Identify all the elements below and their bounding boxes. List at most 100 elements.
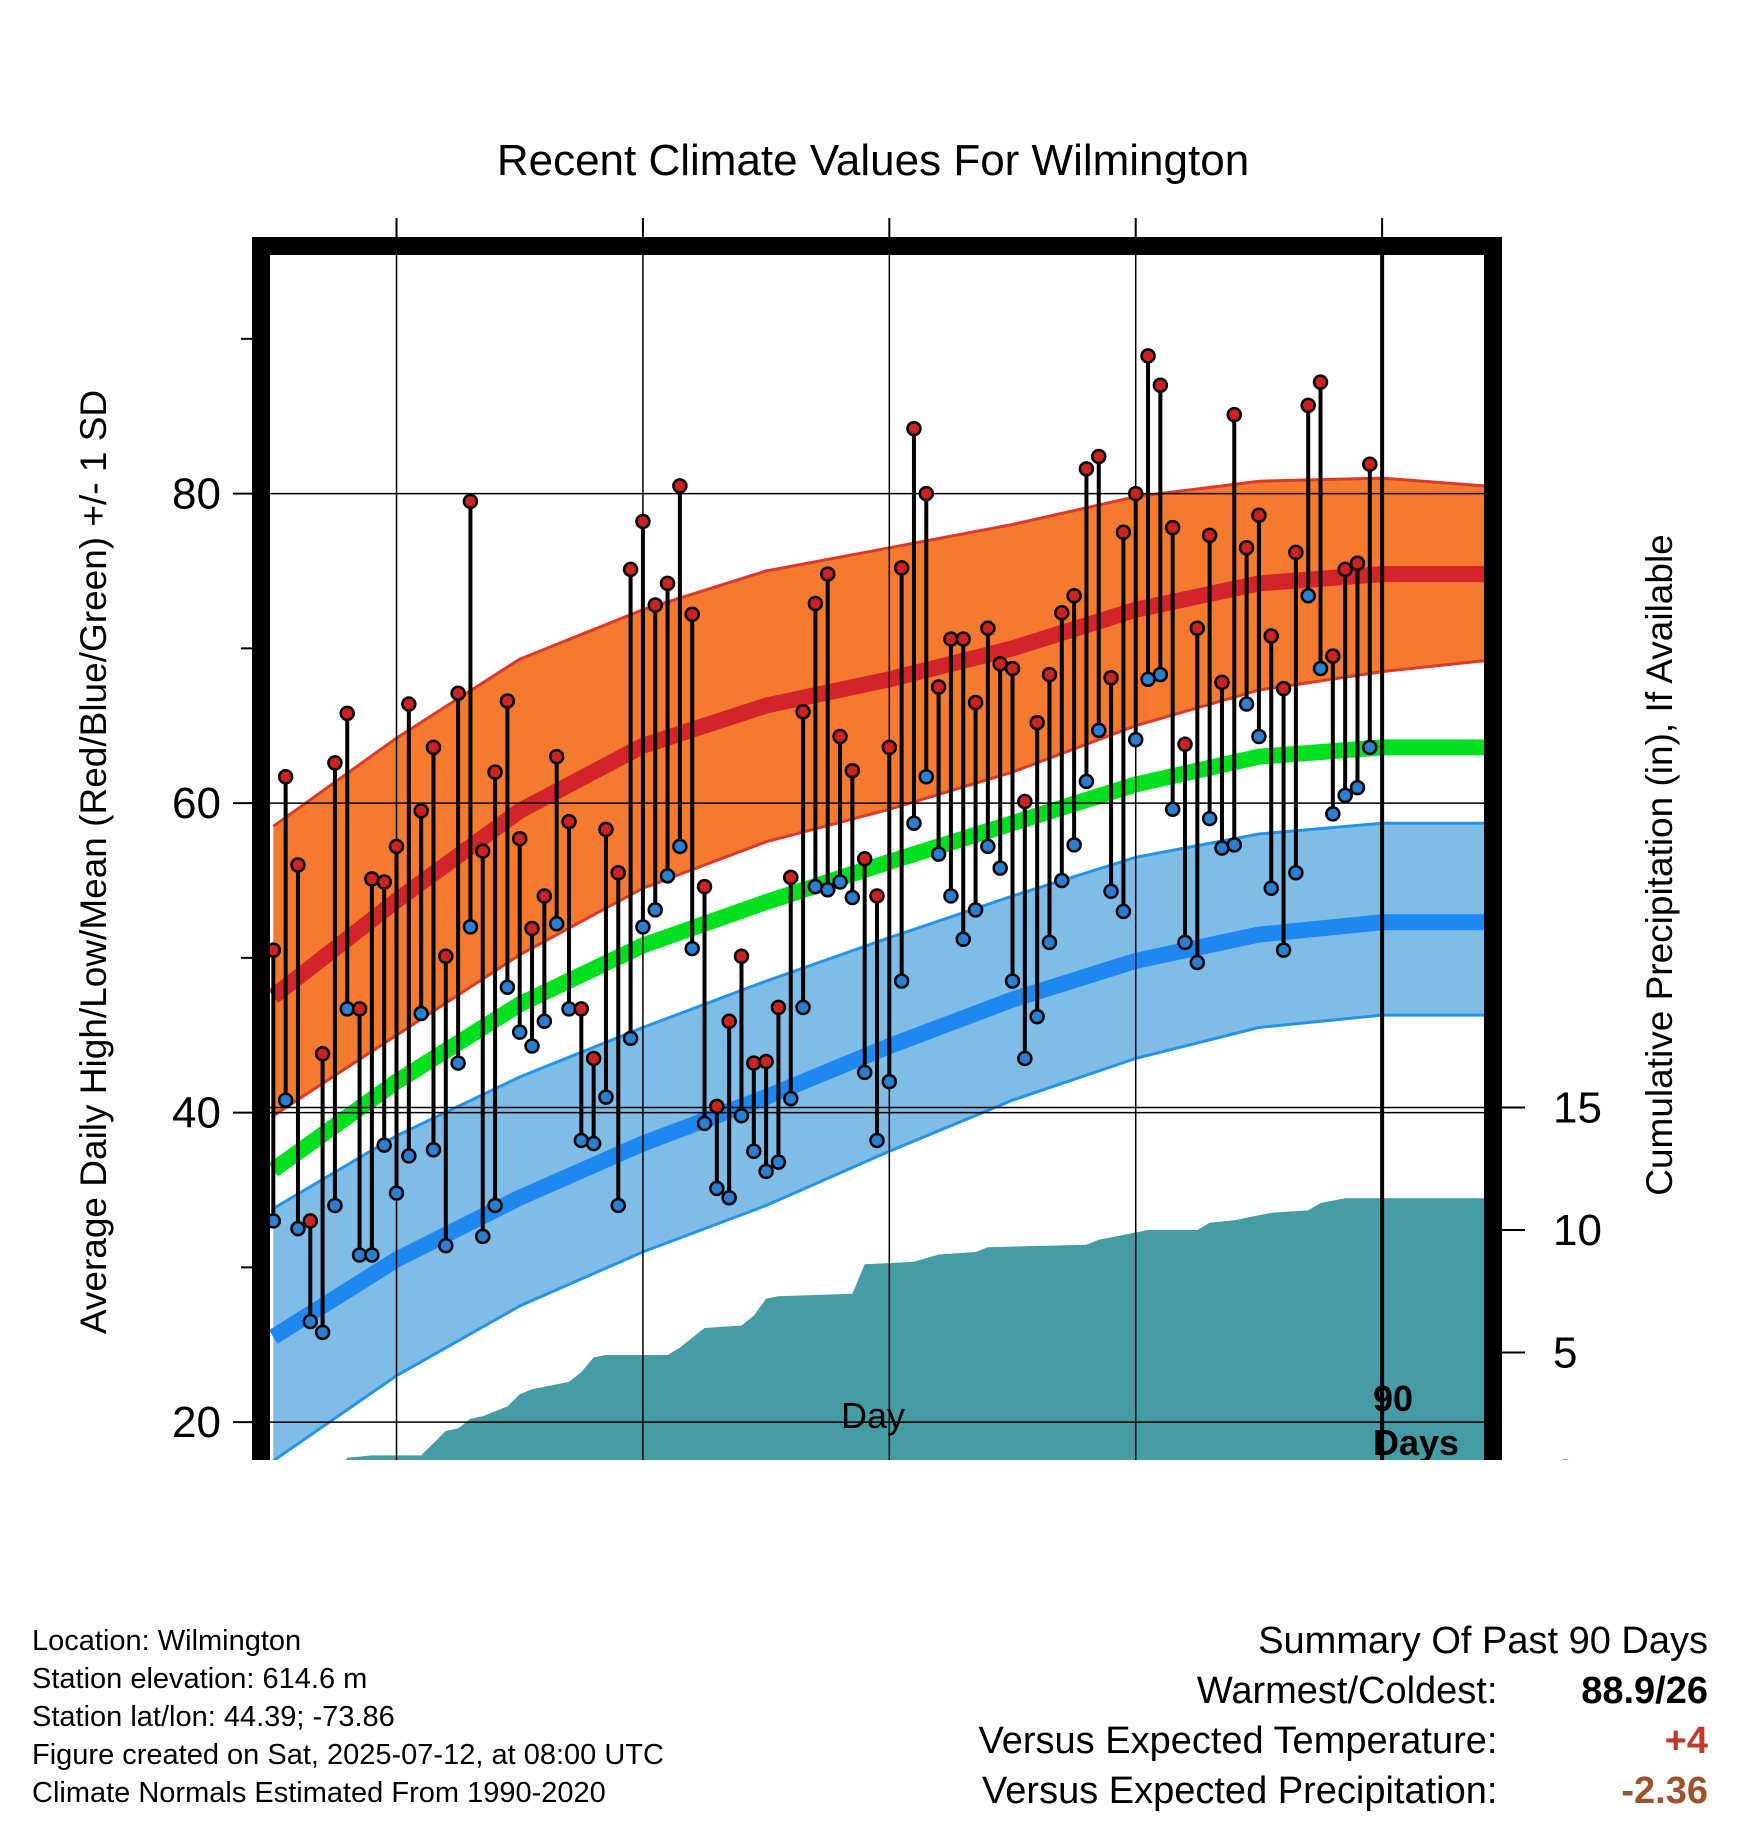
obs-low-point-day-14	[438, 1237, 454, 1254]
obs-high-point-day-56	[955, 631, 971, 647]
obs-low-point-day-26	[585, 1135, 602, 1152]
created-text: Figure created on Sat, 2025-07-12, at 08…	[32, 1739, 664, 1771]
obs-high-point-day-60	[1004, 660, 1021, 677]
obs-low-point-day-52	[906, 815, 922, 831]
temp-departure-label: Versus Expected Temperature:	[978, 1720, 1498, 1762]
obs-high-point-day-2	[290, 857, 306, 873]
obs-high-point-day-47	[844, 762, 861, 779]
obs-high-point-day-40	[758, 1053, 774, 1070]
obs-high-point-day-53	[918, 485, 935, 502]
obs-high-point-day-18	[487, 764, 503, 780]
obs-high-point-day-77	[1214, 674, 1230, 691]
obs-low-point-day-55	[943, 888, 959, 904]
summary-title: Summary Of Past 90 Days	[1258, 1620, 1708, 1662]
elevation-text: Station elevation: 614.6 m	[32, 1663, 368, 1695]
obs-low-point-day-36	[709, 1180, 725, 1197]
y-tick-label-left-60: 60	[172, 779, 221, 828]
obs-high-point-day-41	[770, 999, 787, 1016]
obs-low-point-day-39	[746, 1143, 762, 1160]
y-axis-title-right: Cumulative Precipitation (in), If Availa…	[1639, 534, 1680, 1196]
obs-low-point-day-3	[302, 1313, 319, 1330]
obs-low-point-day-6	[339, 1001, 355, 1017]
obs-high-point-day-73	[1164, 519, 1181, 536]
obs-low-point-day-19	[499, 979, 516, 996]
obs-low-point-day-11	[401, 1148, 417, 1164]
obs-high-point-day-21	[524, 920, 540, 937]
obs-high-point-day-6	[339, 705, 355, 722]
obs-high-point-day-68	[1103, 670, 1119, 686]
obs-low-point-day-49	[869, 1132, 885, 1149]
obs-high-point-day-43	[795, 704, 811, 720]
obs-high-point-day-32	[659, 575, 676, 592]
obs-high-point-day-29	[622, 561, 639, 578]
obs-low-point-day-57	[967, 902, 984, 918]
y-tick-label-right-5: 5	[1553, 1329, 1577, 1378]
obs-high-point-day-85	[1312, 374, 1329, 390]
summary-extremes: Warmest/Coldest: 88.9/26	[979, 1666, 1708, 1716]
obs-high-point-day-48	[856, 851, 873, 867]
obs-high-point-day-11	[401, 696, 417, 712]
obs-low-point-day-21	[524, 1038, 540, 1054]
warmest-value: 88.9	[1581, 1670, 1656, 1712]
obs-high-point-day-46	[832, 728, 848, 745]
obs-low-point-day-48	[856, 1064, 873, 1081]
obs-high-point-day-33	[672, 478, 688, 494]
obs-low-point-day-63	[1041, 934, 1058, 951]
obs-high-point-day-50	[881, 739, 898, 756]
obs-low-point-day-53	[918, 769, 935, 785]
plot-frame	[252, 237, 1502, 1460]
obs-low-point-day-38	[733, 1107, 750, 1124]
obs-high-point-day-10	[388, 838, 405, 855]
summary-temp: Versus Expected Temperature: +4	[979, 1716, 1708, 1766]
obs-low-point-day-47	[844, 889, 861, 906]
obs-low-point-day-34	[684, 940, 700, 957]
obs-low-point-day-8	[364, 1247, 380, 1263]
obs-low-point-day-51	[893, 973, 910, 989]
warmest-coldest-value: 88.9/26	[1581, 1670, 1708, 1712]
obs-high-point-day-76	[1201, 527, 1218, 544]
obs-high-point-day-71	[1140, 348, 1156, 364]
obs-high-point-day-58	[980, 620, 996, 636]
obs-high-point-day-62	[1029, 714, 1045, 731]
obs-high-point-day-14	[438, 948, 454, 965]
obs-low-point-day-17	[475, 1228, 491, 1245]
obs-high-point-day-15	[450, 685, 466, 701]
obs-high-point-day-78	[1226, 406, 1243, 423]
location-text: Location: Wilmington	[32, 1625, 302, 1657]
y-tick-label-left-80: 80	[172, 470, 221, 519]
today-label-line1: 90	[1373, 1378, 1413, 1419]
obs-low-point-day-9	[376, 1137, 392, 1153]
x-axis-label: Day	[841, 1395, 905, 1436]
obs-low-point-day-85	[1312, 660, 1329, 677]
obs-low-point-day-67	[1091, 722, 1107, 739]
obs-high-point-day-36	[709, 1098, 725, 1115]
obs-high-point-day-54	[930, 679, 947, 695]
obs-low-point-day-40	[758, 1163, 774, 1180]
obs-high-point-day-13	[425, 739, 442, 756]
obs-high-point-day-83	[1288, 544, 1304, 561]
obs-low-point-day-29	[622, 1030, 639, 1047]
obs-low-point-day-4	[314, 1324, 331, 1341]
obs-high-point-day-57	[967, 694, 984, 711]
y-tick-label-right-10: 10	[1553, 1206, 1602, 1255]
obs-high-point-day-30	[635, 513, 651, 530]
obs-low-point-day-7	[351, 1247, 368, 1263]
obs-low-point-day-68	[1103, 883, 1119, 900]
obs-high-point-day-20	[511, 830, 528, 847]
obs-low-point-day-70	[1127, 731, 1144, 748]
obs-high-point-day-3	[302, 1213, 319, 1229]
obs-high-point-day-65	[1066, 587, 1082, 604]
obs-high-point-day-31	[647, 597, 663, 613]
summary-precip: Versus Expected Precipitation: -2.36	[979, 1766, 1708, 1816]
precip-departure-label: Versus Expected Precipitation:	[982, 1770, 1498, 1812]
obs-low-point-day-82	[1275, 942, 1292, 958]
obs-high-point-day-34	[684, 606, 700, 623]
obs-high-point-day-1	[277, 769, 294, 785]
obs-low-point-day-86	[1325, 806, 1341, 822]
obs-high-point-day-22	[536, 888, 553, 904]
obs-low-point-day-77	[1214, 840, 1230, 856]
warmest-coldest-label: Warmest/Coldest:	[1196, 1670, 1498, 1712]
temp-departure-value: +4	[1664, 1720, 1708, 1762]
obs-low-point-day-64	[1054, 872, 1070, 889]
obs-high-point-day-44	[807, 595, 824, 612]
